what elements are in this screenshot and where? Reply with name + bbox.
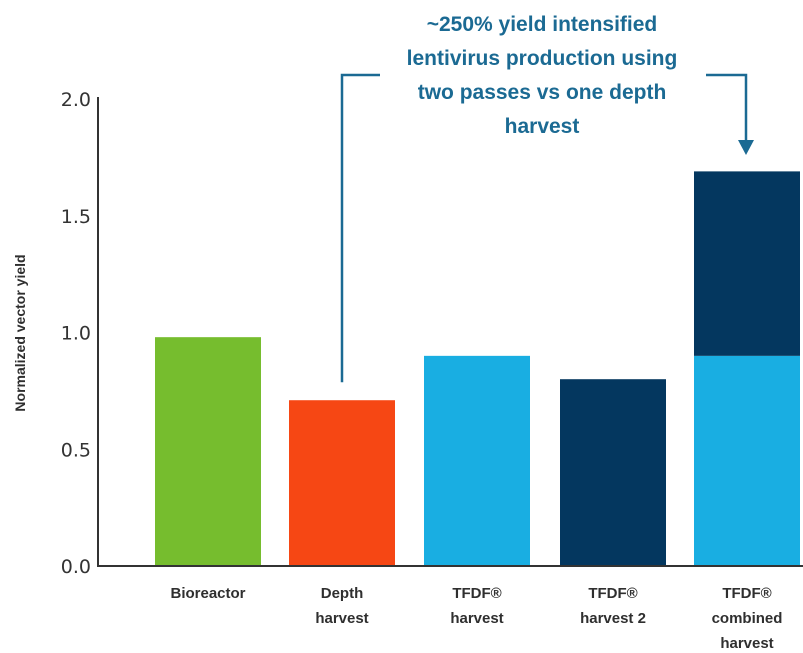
x-tick-label: harvest 2 bbox=[580, 610, 646, 627]
x-tick-label: Bioreactor bbox=[170, 585, 245, 602]
y-tick-label: 1.5 bbox=[61, 206, 91, 228]
annotation-bracket-left bbox=[340, 73, 380, 383]
annotation-text-line: ~250% yield intensified bbox=[427, 13, 658, 36]
annotation-text-line: harvest bbox=[505, 115, 580, 138]
annotation-text-line: two passes vs one depth bbox=[418, 81, 667, 104]
bar-4 bbox=[560, 379, 666, 566]
bar-3 bbox=[424, 355, 530, 566]
bar-1 bbox=[155, 337, 261, 566]
bar-5-segment-1 bbox=[694, 355, 800, 566]
bar-5-segment-2 bbox=[694, 171, 800, 356]
y-tick-label: 2.0 bbox=[61, 89, 91, 111]
x-tick-label: harvest bbox=[450, 610, 503, 627]
annotation-bracket-right bbox=[706, 73, 748, 142]
y-tick-label: 1.0 bbox=[61, 323, 91, 345]
x-tick-label: Depth bbox=[321, 585, 364, 602]
bars bbox=[155, 171, 800, 566]
x-tick-label: harvest bbox=[720, 635, 773, 652]
x-tick-label: TFDF® bbox=[452, 585, 501, 602]
y-axis-ticks: 0.0 0.5 1.0 1.5 2.0 bbox=[61, 89, 91, 578]
annotation: ~250% yield intensified lentivirus produc… bbox=[340, 13, 754, 383]
x-tick-label: harvest bbox=[315, 610, 368, 627]
x-tick-label: TFDF® bbox=[588, 585, 637, 602]
y-tick-label: 0.0 bbox=[61, 556, 91, 578]
x-tick-label: combined bbox=[712, 610, 783, 627]
y-tick-label: 0.5 bbox=[61, 439, 91, 461]
x-tick-label: TFDF® bbox=[722, 585, 771, 602]
annotation-text-line: lentivirus production using bbox=[407, 47, 678, 70]
x-axis-labels: Bioreactor Depth harvest TFDF® harvest TFDF® h… bbox=[170, 585, 782, 652]
annotation-arrowhead bbox=[738, 140, 754, 155]
y-axis-label: Normalized vector yield bbox=[12, 254, 28, 411]
bar-2 bbox=[289, 400, 395, 566]
